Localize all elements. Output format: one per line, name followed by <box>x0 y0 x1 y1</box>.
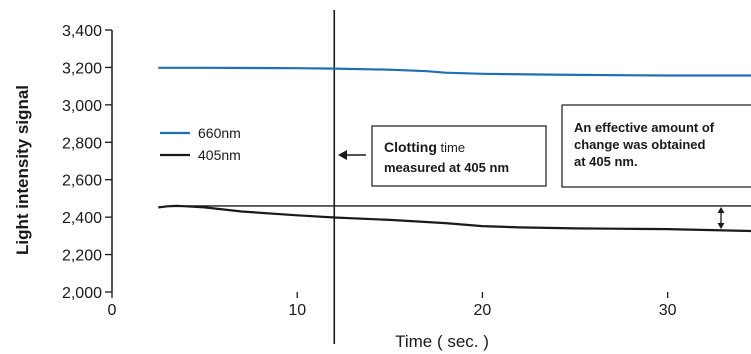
y-ticks: 2,000 2,200 2,400 2,600 2,800 3,000 3,200 3,400 <box>62 23 112 302</box>
x-ticks: 0 10 20 30 <box>108 292 677 319</box>
axes: 2,000 2,200 2,400 2,600 2,800 3,000 3,200 3,400… <box>62 23 677 319</box>
x-tick-label: 0 <box>108 302 117 319</box>
effective-change-callout: An effective amount of change was obtain… <box>561 104 751 188</box>
y-tick-label: 3,200 <box>62 60 102 77</box>
callout-clotting-line2: measured at 405 nm <box>384 160 509 175</box>
reference-lines <box>186 10 751 344</box>
callout-clotting-bold: Clotting <box>384 139 437 155</box>
callout-box-clotting <box>371 125 547 187</box>
legend-label-660nm: 660nm <box>198 125 241 141</box>
callout-clotting-line1: Clotting time <box>384 139 465 155</box>
change-double-arrow <box>717 207 725 229</box>
x-axis-title: Time ( sec. ) <box>395 332 489 351</box>
callout-effective-line3: at 405 nm. <box>574 154 638 169</box>
left-arrow-icon <box>338 150 347 160</box>
y-tick-label: 3,000 <box>62 98 102 115</box>
y-tick-label: 2,000 <box>62 285 102 302</box>
series-line-405nm <box>158 204 751 233</box>
y-tick-label: 2,800 <box>62 135 102 152</box>
legend: 660nm 405nm <box>160 125 241 163</box>
down-arrow-icon <box>717 223 725 229</box>
series-line-660nm <box>158 66 751 77</box>
x-tick-label: 20 <box>474 302 492 319</box>
up-arrow-icon <box>717 207 725 213</box>
y-tick-label: 3,400 <box>62 23 102 40</box>
x-tick-label: 30 <box>659 302 677 319</box>
legend-label-405nm: 405nm <box>198 147 241 163</box>
clotting-time-callout: Clotting time measured at 405 nm <box>338 125 547 187</box>
x-tick-label: 10 <box>288 302 306 319</box>
y-tick-label: 2,200 <box>62 248 102 265</box>
y-tick-label: 2,400 <box>62 210 102 227</box>
y-tick-label: 2,600 <box>62 173 102 190</box>
callout-clotting-normal: time <box>437 140 465 155</box>
series-group <box>158 66 751 233</box>
callout-effective-line1: An effective amount of <box>574 120 715 135</box>
callout-effective-line2: change was obtained <box>574 137 706 152</box>
y-axis-title: Light intensity signal <box>13 85 32 255</box>
callout-box-effective <box>561 104 751 188</box>
